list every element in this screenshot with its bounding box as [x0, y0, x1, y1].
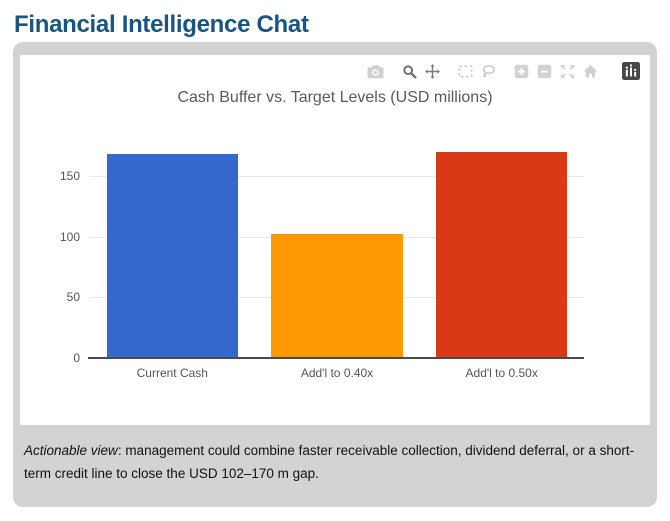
box-select-icon [458, 64, 473, 79]
camera-icon [367, 64, 384, 79]
minus-square-icon [537, 64, 552, 79]
pan-mode-button[interactable] [423, 61, 442, 81]
plotly-logo-button[interactable] [620, 61, 642, 81]
note-lead: Actionable view [24, 443, 118, 458]
download-plot-button[interactable] [365, 61, 386, 81]
zoom-mode-button[interactable] [400, 61, 419, 81]
actionable-note: Actionable view: management could combin… [24, 440, 640, 486]
plus-square-icon [514, 64, 529, 79]
box-select-button[interactable] [456, 61, 475, 81]
bar-current-cash[interactable] [106, 154, 239, 358]
bar-add-l-to-0-40x[interactable] [271, 234, 403, 358]
x-tick-label: Current Cash [136, 366, 208, 380]
chart-panel: Cash Buffer vs. Target Levels (USD milli… [20, 55, 650, 425]
note-body: : management could combine faster receiv… [24, 443, 635, 481]
home-icon [583, 64, 598, 79]
lasso-icon [481, 64, 496, 79]
y-tick-label: 0 [73, 351, 80, 365]
y-tick-label: 150 [59, 169, 80, 184]
pan-arrows-icon [425, 63, 440, 79]
y-tick-label: 100 [59, 229, 80, 244]
x-axis-line [88, 357, 584, 359]
lasso-select-button[interactable] [479, 61, 498, 81]
plotly-modebar [363, 61, 644, 81]
plotly-logo-icon [622, 62, 640, 80]
x-tick-label: Add'l to 0.50x [465, 366, 538, 380]
zoom-in-button[interactable] [512, 61, 531, 81]
zoom-out-button[interactable] [535, 61, 554, 81]
chart-title: Cash Buffer vs. Target Levels (USD milli… [177, 89, 493, 106]
autoscale-expand-icon [560, 64, 575, 79]
autoscale-button[interactable] [558, 61, 577, 81]
y-tick-label: 50 [66, 290, 80, 305]
plot-area[interactable]: 0 50 100 150 Current Cash Add'l to 0.40x Add'l… [60, 130, 584, 380]
x-tick-label: Add'l to 0.40x [300, 366, 374, 380]
gridline [90, 176, 584, 178]
page-title: Financial Intelligence Chat [14, 11, 309, 38]
reset-axes-button[interactable] [581, 61, 600, 81]
bar-add-l-to-0-50x[interactable] [435, 151, 568, 358]
magnifier-icon [402, 64, 417, 79]
chat-output-card: Cash Buffer vs. Target Levels (USD milli… [13, 42, 657, 507]
